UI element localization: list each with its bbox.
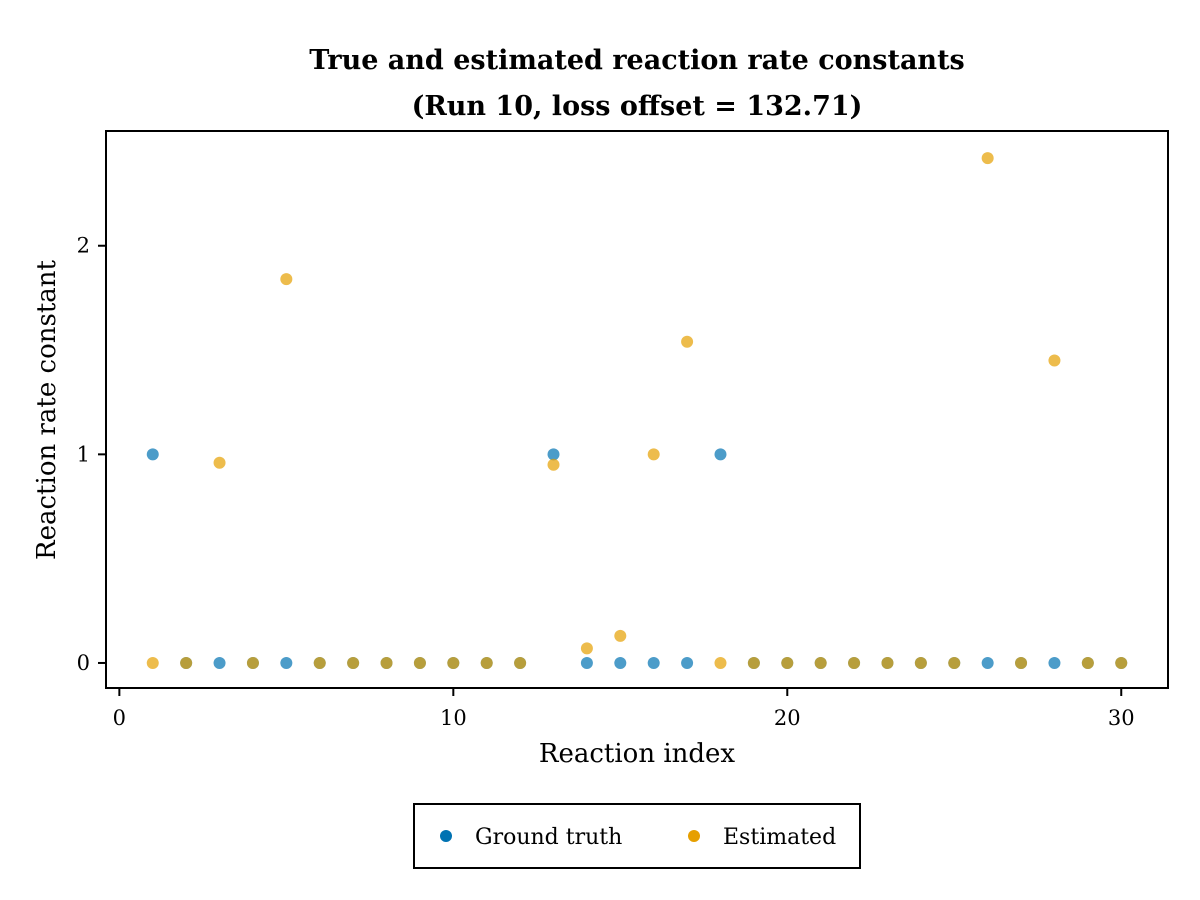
x-axis-label: Reaction index bbox=[539, 739, 736, 769]
data-point bbox=[681, 335, 694, 348]
data-point bbox=[313, 656, 326, 669]
data-point bbox=[1015, 656, 1028, 669]
data-point bbox=[848, 656, 861, 669]
data-point bbox=[647, 656, 660, 669]
data-point bbox=[380, 656, 393, 669]
legend: Ground truth Estimated bbox=[413, 803, 861, 869]
legend-marker-ground-truth bbox=[440, 830, 452, 842]
data-point bbox=[146, 448, 159, 461]
data-point bbox=[714, 448, 727, 461]
chart-title: True and estimated reaction rate constan… bbox=[309, 45, 965, 76]
data-point bbox=[213, 456, 226, 469]
data-point bbox=[580, 656, 593, 669]
data-point bbox=[714, 656, 727, 669]
data-point bbox=[580, 642, 593, 655]
y-axis-ticks: 0 1 2 bbox=[77, 234, 106, 675]
x-tick-label: 30 bbox=[1108, 706, 1135, 730]
data-point bbox=[981, 656, 994, 669]
data-point bbox=[948, 656, 961, 669]
y-tick-label: 0 bbox=[77, 651, 90, 675]
legend-label-estimated: Estimated bbox=[723, 825, 836, 850]
legend-label-ground-truth: Ground truth bbox=[475, 825, 622, 850]
data-point bbox=[480, 656, 493, 669]
data-point bbox=[747, 656, 760, 669]
series-ground-truth bbox=[146, 448, 1128, 669]
data-point bbox=[1048, 354, 1061, 367]
data-point bbox=[547, 448, 560, 461]
data-point bbox=[146, 656, 159, 669]
x-tick-label: 20 bbox=[774, 706, 801, 730]
data-point bbox=[1081, 656, 1094, 669]
x-tick-label: 0 bbox=[113, 706, 126, 730]
data-points bbox=[146, 152, 1128, 669]
data-point bbox=[280, 273, 293, 286]
data-point bbox=[681, 656, 694, 669]
legend-marker-estimated bbox=[688, 830, 700, 842]
data-point bbox=[1115, 656, 1128, 669]
data-point bbox=[814, 656, 827, 669]
data-point bbox=[614, 629, 627, 642]
data-point bbox=[280, 656, 293, 669]
chart-subtitle: (Run 10, loss offset = 132.71) bbox=[412, 91, 863, 122]
y-tick-label: 1 bbox=[77, 442, 90, 466]
data-point bbox=[347, 656, 360, 669]
data-point bbox=[914, 656, 927, 669]
y-tick-label: 2 bbox=[77, 234, 90, 258]
data-point bbox=[180, 656, 193, 669]
data-point bbox=[447, 656, 460, 669]
y-axis-label: Reaction rate constant bbox=[32, 259, 62, 559]
data-point bbox=[514, 656, 527, 669]
data-point bbox=[547, 458, 560, 471]
legend-box bbox=[413, 803, 861, 869]
series-estimated bbox=[146, 152, 1128, 669]
x-tick-label: 10 bbox=[440, 706, 467, 730]
data-point bbox=[981, 152, 994, 165]
data-point bbox=[881, 656, 894, 669]
plot-frame bbox=[105, 130, 1169, 689]
data-point bbox=[213, 656, 226, 669]
data-point bbox=[781, 656, 794, 669]
data-point bbox=[246, 656, 259, 669]
data-point bbox=[413, 656, 426, 669]
x-axis-ticks: 0 10 20 30 bbox=[113, 688, 1135, 730]
data-point bbox=[614, 656, 627, 669]
data-point bbox=[1048, 656, 1061, 669]
data-point bbox=[647, 448, 660, 461]
